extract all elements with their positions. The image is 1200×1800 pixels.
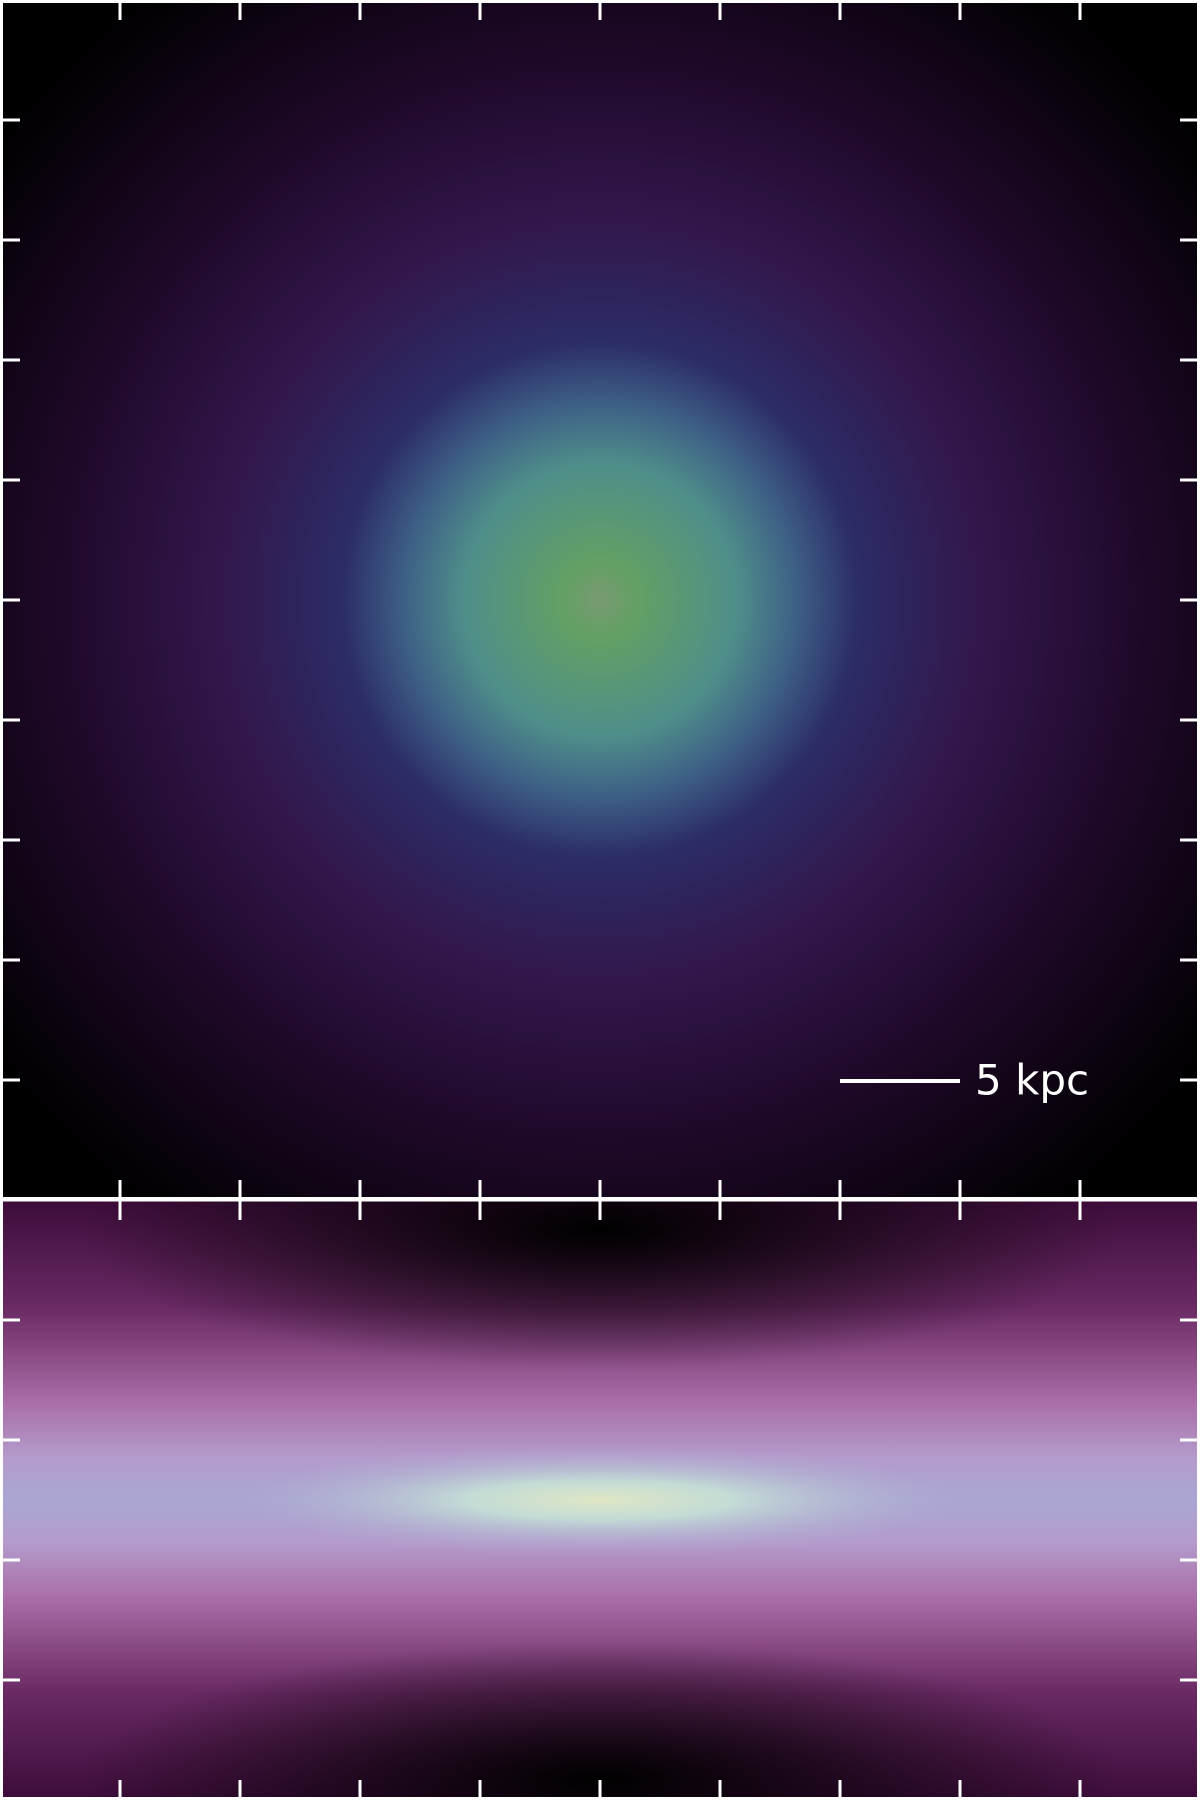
edge-core [0,1200,1200,1800]
face-on-panel [0,0,1200,1200]
scale-bar-label: 5 kpc [975,1056,1089,1105]
